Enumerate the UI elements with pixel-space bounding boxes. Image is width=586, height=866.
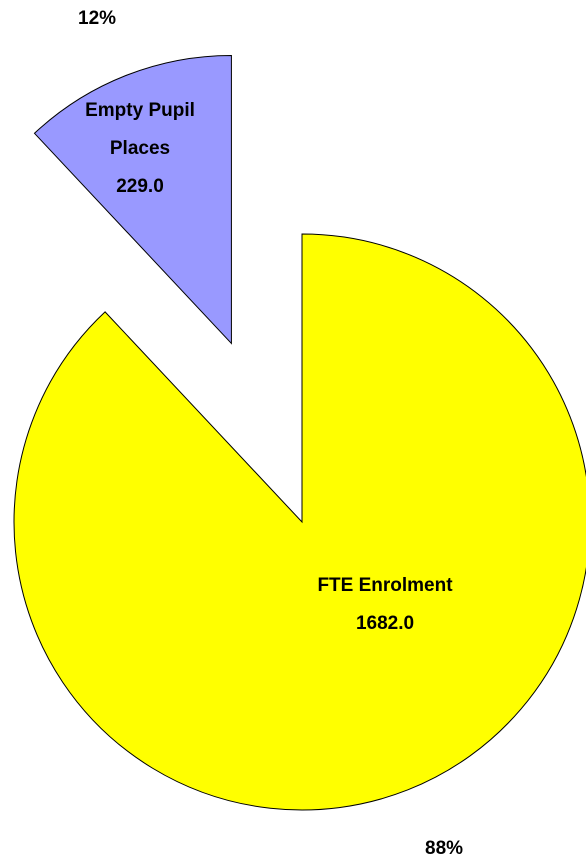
percent-label: 88%	[425, 838, 464, 859]
pie-slice	[33, 54, 232, 345]
slice-name: FTE Enrolment	[317, 575, 453, 596]
percent-label: 12%	[78, 8, 117, 29]
slice-value: 1682.0	[355, 613, 415, 634]
slice-label: Empty Pupil Places 229.0	[65, 92, 215, 206]
slice-value: 229.0	[116, 176, 164, 197]
pie-slice	[13, 233, 586, 811]
slice-name: Empty Pupil Places	[85, 100, 195, 159]
slice-label: FTE Enrolment 1682.0	[285, 567, 485, 643]
